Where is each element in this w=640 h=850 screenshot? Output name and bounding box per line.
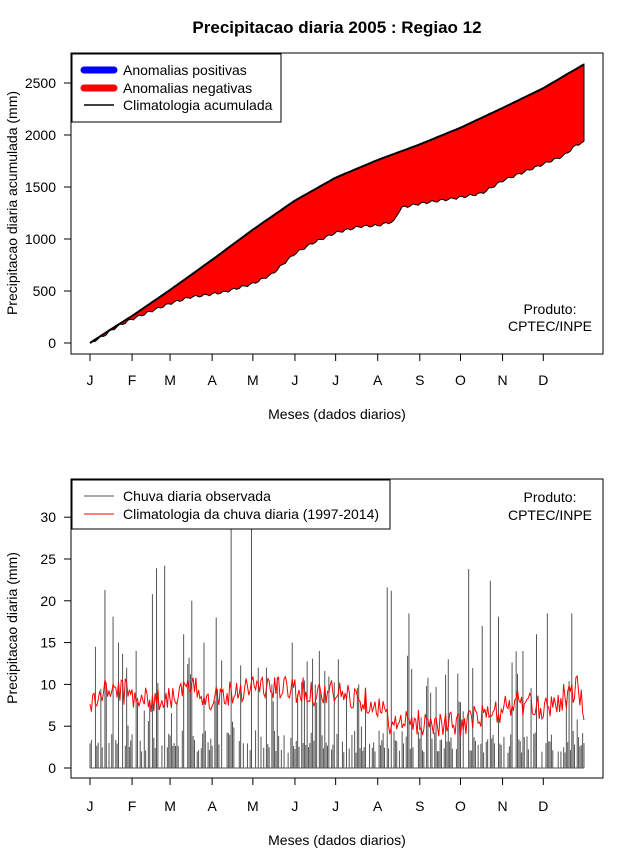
daily-climatology-line (89, 674, 585, 737)
top-annotation-produto: Produto: (524, 301, 577, 317)
climatology-cumulative-line (89, 63, 585, 344)
y-tick-label: 500 (33, 283, 57, 299)
bottom-y-axis-label: Precipitacao diaria (mm) (4, 552, 20, 704)
bottom-chart: J F M A M J J A S O N D 0 5 10 15 20 25 30 Precipitacao d… (4, 478, 604, 848)
y-tick-label: 1000 (25, 231, 56, 247)
x-tick-label: J (87, 372, 94, 388)
x-tick-label: J (291, 798, 298, 814)
x-tick-label: S (415, 798, 424, 814)
top-chart: J F M A M J J A S O N D 0 500 1000 1500 2000 2500 Precip… (4, 52, 604, 422)
y-tick-label: 20 (40, 593, 56, 609)
top-y-axis-label: Precipitacao diaria acumulada (mm) (4, 91, 20, 315)
bottom-annotation-produto: Produto: (524, 489, 577, 505)
x-tick-label: N (498, 798, 508, 814)
chart-title: Precipitacao diaria 2005 : Regiao 12 (192, 18, 481, 37)
y-tick-label: 0 (48, 335, 56, 351)
top-x-axis-label: Meses (dados diarios) (268, 406, 406, 422)
x-tick-label: D (538, 372, 548, 388)
daily-rain-bars (89, 517, 585, 769)
top-y-axis: 0 500 1000 1500 2000 2500 (25, 75, 72, 351)
legend-climatology-label: Climatologia acumulada (123, 97, 273, 113)
x-tick-label: F (128, 798, 137, 814)
x-tick-label: A (207, 798, 217, 814)
y-tick-label: 2000 (25, 127, 56, 143)
x-tick-label: N (498, 372, 508, 388)
x-tick-label: J (332, 372, 339, 388)
bottom-y-axis: 0 5 10 15 20 25 30 (40, 509, 72, 776)
x-tick-label: A (373, 798, 383, 814)
x-tick-label: J (87, 798, 94, 814)
y-tick-label: 10 (40, 676, 56, 692)
legend-positive-label: Anomalias positivas (123, 62, 247, 78)
legend-negative-label: Anomalias negativas (123, 80, 252, 96)
y-tick-label: 1500 (25, 179, 56, 195)
y-tick-label: 15 (40, 635, 56, 651)
bottom-legend-box (71, 479, 391, 530)
y-tick-label: 2500 (25, 75, 56, 91)
legend-observed-label: Chuva diaria observada (123, 488, 271, 504)
bottom-legend: Chuva diaria observada Climatologia da c… (71, 479, 391, 530)
x-tick-label: S (415, 372, 424, 388)
x-tick-label: O (455, 372, 466, 388)
x-tick-label: J (332, 798, 339, 814)
x-tick-label: M (164, 372, 176, 388)
legend-clim-daily-label: Climatologia da chuva diaria (1997-2014) (123, 506, 379, 522)
bottom-x-axis-label: Meses (dados diarios) (268, 832, 406, 848)
x-tick-label: A (373, 372, 383, 388)
y-tick-label: 5 (48, 718, 56, 734)
y-tick-label: 0 (48, 760, 56, 776)
x-tick-label: F (128, 372, 137, 388)
x-tick-label: D (538, 798, 548, 814)
x-tick-label: J (291, 372, 298, 388)
x-tick-label: A (207, 372, 217, 388)
top-annotation-cptec: CPTEC/INPE (508, 318, 592, 334)
x-tick-label: M (247, 372, 259, 388)
x-tick-label: M (164, 798, 176, 814)
y-tick-label: 30 (40, 509, 56, 525)
bottom-annotation-cptec: CPTEC/INPE (508, 507, 592, 523)
top-legend: Anomalias positivas Anomalias negativas … (71, 53, 282, 123)
x-tick-label: M (247, 798, 259, 814)
x-tick-label: O (455, 798, 466, 814)
y-tick-label: 25 (40, 551, 56, 567)
